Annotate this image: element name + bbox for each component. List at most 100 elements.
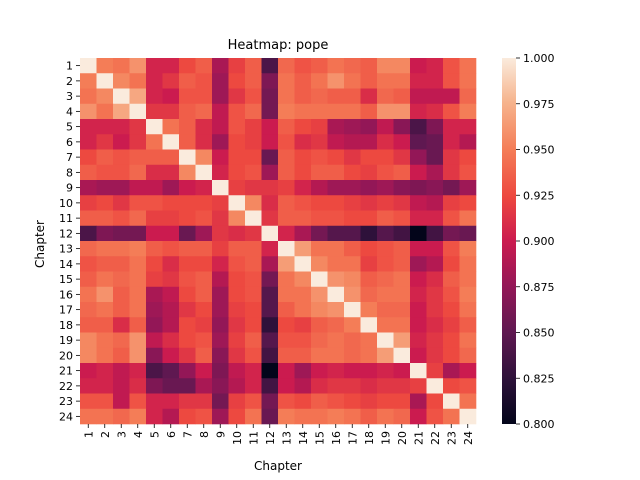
heatmap-cell bbox=[129, 302, 147, 318]
heatmap-cell bbox=[195, 256, 213, 272]
heatmap-cell bbox=[377, 225, 394, 242]
heatmap-cell bbox=[96, 271, 114, 288]
heatmap-cell bbox=[278, 164, 295, 181]
heatmap-cell bbox=[443, 271, 460, 288]
heatmap-cell bbox=[344, 149, 361, 166]
heatmap-cell bbox=[393, 180, 411, 196]
heatmap-cell bbox=[129, 347, 147, 364]
heatmap-cell bbox=[179, 180, 196, 196]
heatmap-cell bbox=[146, 347, 163, 364]
heatmap-cell bbox=[80, 164, 97, 181]
heatmap-cell bbox=[96, 88, 114, 105]
heatmap-cell bbox=[410, 195, 427, 211]
heatmap-cell bbox=[228, 58, 246, 74]
heatmap-cell bbox=[129, 363, 147, 379]
heatmap-cell bbox=[459, 180, 477, 196]
heatmap-cell bbox=[327, 103, 345, 120]
heatmap-cell bbox=[377, 88, 394, 105]
heatmap-cell bbox=[113, 408, 130, 425]
heatmap-cell bbox=[360, 271, 378, 288]
heatmap-cell bbox=[113, 378, 130, 394]
y-axis-label: Chapter bbox=[33, 220, 47, 268]
heatmap-cell bbox=[393, 58, 411, 74]
heatmap-cell bbox=[228, 332, 246, 349]
heatmap-cell bbox=[360, 195, 378, 211]
heatmap-cell bbox=[393, 149, 411, 166]
heatmap-cell bbox=[278, 363, 295, 379]
heatmap-cell bbox=[393, 408, 411, 425]
heatmap-cell bbox=[96, 103, 114, 120]
heatmap-cell bbox=[96, 378, 114, 394]
heatmap-cell bbox=[459, 347, 477, 364]
heatmap-cell bbox=[212, 363, 229, 379]
heatmap-cell bbox=[360, 119, 378, 135]
heatmap-cell bbox=[162, 317, 180, 333]
heatmap-cell bbox=[261, 180, 279, 196]
heatmap-cell bbox=[426, 58, 444, 74]
heatmap-cell bbox=[393, 332, 411, 349]
heatmap-cell bbox=[443, 256, 460, 272]
heatmap-cell bbox=[245, 363, 262, 379]
heatmap-cell bbox=[327, 58, 345, 74]
heatmap-cell bbox=[360, 241, 378, 257]
heatmap-cell bbox=[377, 180, 394, 196]
x-tick-label: 18 bbox=[363, 431, 376, 445]
x-axis-label: Chapter bbox=[254, 459, 302, 473]
heatmap-cell bbox=[129, 103, 147, 120]
heatmap-cell bbox=[360, 332, 378, 349]
heatmap-cell bbox=[245, 332, 262, 349]
heatmap-cell bbox=[228, 393, 246, 410]
heatmap-cell bbox=[261, 347, 279, 364]
y-tick-label: 18 bbox=[59, 319, 73, 332]
heatmap-cell bbox=[146, 58, 163, 74]
heatmap-cell bbox=[426, 103, 444, 120]
colorbar-ticks: 1.000 0.975 0.950 0.925 0.900 0.875 0.850 0.825… bbox=[516, 52, 555, 431]
heatmap-cell bbox=[261, 317, 279, 333]
heatmap-cell bbox=[311, 73, 328, 89]
heatmap-cell bbox=[327, 363, 345, 379]
heatmap-cell bbox=[327, 271, 345, 288]
heatmap-cell bbox=[410, 88, 427, 105]
heatmap-cell bbox=[113, 393, 130, 410]
heatmap-cell bbox=[459, 317, 477, 333]
heatmap-cell bbox=[212, 119, 229, 135]
heatmap-cell bbox=[146, 195, 163, 211]
heatmap-cell bbox=[162, 241, 180, 257]
heatmap-cell bbox=[426, 210, 444, 227]
heatmap-cell bbox=[443, 164, 460, 181]
heatmap-cell bbox=[179, 332, 196, 349]
heatmap-cell bbox=[245, 134, 262, 150]
heatmap-cell bbox=[327, 393, 345, 410]
heatmap-cell bbox=[344, 164, 361, 181]
colorbar-tick-label: 0.850 bbox=[523, 327, 555, 340]
heatmap-cell bbox=[443, 317, 460, 333]
heatmap-cell bbox=[327, 286, 345, 303]
heatmap-cell bbox=[96, 317, 114, 333]
heatmap-cell bbox=[278, 195, 295, 211]
heatmap-cell bbox=[261, 225, 279, 242]
heatmap-cell bbox=[410, 119, 427, 135]
x-tick-label: 21 bbox=[412, 431, 425, 445]
heatmap-cell bbox=[162, 363, 180, 379]
heatmap-cell bbox=[311, 332, 328, 349]
heatmap-cell bbox=[344, 378, 361, 394]
heatmap-cell bbox=[245, 241, 262, 257]
heatmap-cell bbox=[393, 271, 411, 288]
heatmap-cell bbox=[212, 180, 229, 196]
colorbar: 1.000 0.975 0.950 0.925 0.900 0.875 0.850 0.825… bbox=[502, 52, 555, 431]
heatmap-cell bbox=[179, 210, 196, 227]
heatmap-cell bbox=[212, 393, 229, 410]
heatmap-cell bbox=[360, 378, 378, 394]
heatmap-cell bbox=[311, 225, 328, 242]
heatmap-cell bbox=[311, 103, 328, 120]
heatmap-cell bbox=[393, 286, 411, 303]
heatmap-cell bbox=[443, 286, 460, 303]
heatmap-cell bbox=[96, 225, 114, 242]
heatmap-cell bbox=[344, 408, 361, 425]
heatmap-cell bbox=[377, 332, 394, 349]
heatmap-cell bbox=[261, 164, 279, 181]
heatmap-cell bbox=[245, 378, 262, 394]
heatmap-cell bbox=[426, 332, 444, 349]
heatmap-cell bbox=[278, 286, 295, 303]
heatmap-cell bbox=[179, 241, 196, 257]
